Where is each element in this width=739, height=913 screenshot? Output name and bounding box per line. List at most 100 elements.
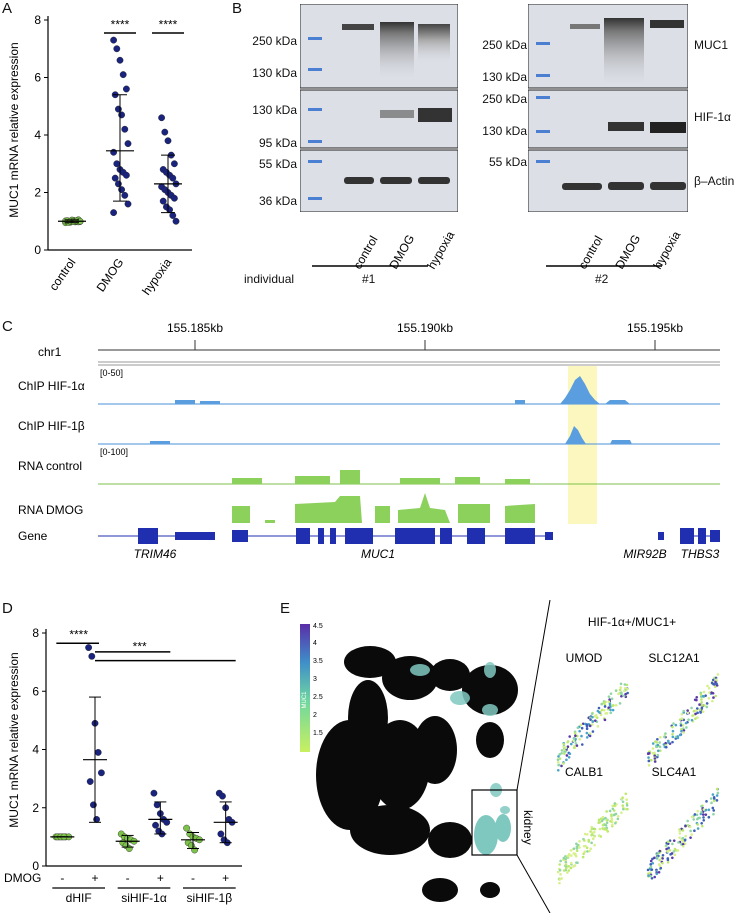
- c-chrom: chr1: [38, 345, 62, 359]
- e-point-slc12a1: [692, 709, 696, 713]
- e-point-slc12a1: [691, 714, 694, 717]
- e-point-umod: [558, 753, 561, 756]
- e-point-slc12a1: [694, 712, 697, 716]
- e-point-calb1: [591, 837, 595, 841]
- e-point-calb1: [576, 861, 579, 865]
- e-point-calb1: [614, 812, 618, 816]
- e-point-umod: [576, 726, 580, 730]
- e-point-umod: [568, 752, 572, 756]
- e-point-slc4a1: [701, 824, 704, 828]
- e-point-slc12a1: [680, 717, 684, 720]
- c-exon: [658, 532, 664, 540]
- e-point-umod: [572, 746, 576, 750]
- e-point-slc12a1: [682, 709, 685, 713]
- c-exon: [232, 530, 248, 542]
- e-zoom-line: [516, 854, 551, 913]
- c-track-gene: Gene: [18, 529, 48, 543]
- c-track-chip-hif1b: ChIP HIF-1β: [18, 419, 85, 433]
- e-point-umod: [623, 689, 626, 693]
- e-point-slc4a1: [696, 827, 700, 830]
- e-point-slc4a1: [650, 868, 654, 871]
- e-point-umod: [610, 697, 614, 701]
- e-point-calb1: [605, 818, 609, 822]
- b2-band: [650, 182, 686, 190]
- data-point: [123, 85, 130, 93]
- data-point: [217, 830, 225, 838]
- e-point-slc12a1: [699, 711, 702, 714]
- e-point-slc4a1: [702, 808, 706, 811]
- e-point-slc4a1: [689, 836, 692, 839]
- e-point-slc12a1: [671, 725, 674, 729]
- e-point-calb1: [578, 846, 581, 849]
- e-point-calb1: [575, 849, 579, 853]
- e-point-calb1: [583, 850, 587, 854]
- e-cbar-tick: 4.5: [313, 623, 323, 630]
- b1-ladder-band: [308, 197, 322, 200]
- e-point-umod: [623, 683, 627, 686]
- c-chip-hif1a-signal: [175, 376, 630, 404]
- e-point-slc12a1: [656, 749, 660, 753]
- e-point-calb1: [590, 827, 594, 831]
- e-point-slc12a1: [653, 757, 657, 761]
- panel-e-umap: MUC1 4.5 4 3.5 3 2.5 2 1.5 kidney HI: [300, 600, 720, 913]
- e-point-slc4a1: [683, 842, 687, 846]
- e-point-umod: [569, 742, 573, 746]
- e-point-slc4a1: [704, 813, 708, 816]
- e-point-umod: [578, 738, 581, 741]
- e-point-calb1: [601, 827, 605, 830]
- e-point-umod: [568, 735, 572, 738]
- e-point-calb1: [578, 840, 581, 843]
- c-chip-hif1b-signal: [150, 426, 632, 444]
- e-point-slc4a1: [683, 839, 687, 842]
- e-point-calb1: [589, 847, 593, 851]
- e-point-slc12a1: [651, 742, 655, 745]
- y-tick-label: 4: [34, 128, 41, 142]
- e-point-slc4a1: [647, 872, 650, 876]
- e-point-slc4a1: [676, 849, 680, 852]
- e-point-calb1: [616, 817, 620, 821]
- e-point-calb1: [558, 881, 561, 885]
- e-point-umod: [574, 742, 578, 745]
- e-point-umod: [600, 702, 603, 706]
- e-point-calb1: [583, 839, 586, 842]
- e-point-umod: [566, 745, 570, 748]
- e-point-umod: [609, 711, 613, 715]
- e-point-umod: [585, 725, 589, 728]
- e-point-umod: [590, 712, 594, 716]
- e-point-slc12a1: [690, 718, 694, 722]
- e-sub-calb1: CALB1: [565, 765, 603, 779]
- e-point-slc12a1: [714, 678, 718, 682]
- c-track-rna-control: RNA control: [18, 459, 82, 473]
- e-point-calb1: [601, 823, 605, 827]
- e-point-slc4a1: [711, 793, 715, 796]
- e-point-slc12a1: [654, 740, 657, 743]
- e-point-slc4a1: [711, 806, 715, 810]
- e-point-slc4a1: [667, 846, 670, 850]
- e-point-slc4a1: [715, 794, 719, 797]
- e-point-slc12a1: [653, 754, 657, 758]
- x-tick-label: control: [46, 256, 78, 294]
- data-point: [86, 778, 94, 785]
- c-exon: [345, 528, 373, 544]
- b1-band: [380, 177, 412, 184]
- e-point-umod: [598, 711, 601, 714]
- e-point-slc4a1: [693, 829, 696, 833]
- e-point-umod: [607, 695, 611, 698]
- e-point-slc12a1: [672, 722, 675, 725]
- e-point-umod: [609, 708, 612, 712]
- e-point-calb1: [608, 809, 612, 813]
- e-point-slc4a1: [653, 875, 656, 879]
- e-point-slc4a1: [666, 860, 670, 864]
- e-point-calb1: [572, 852, 576, 855]
- c-track-rna-dmog: RNA DMOG: [18, 503, 83, 517]
- e-point-slc12a1: [702, 690, 706, 694]
- e-point-calb1: [612, 813, 616, 817]
- e-point-umod: [618, 702, 622, 705]
- e-point-calb1: [606, 830, 610, 833]
- e-point-umod: [611, 708, 615, 712]
- e-point-umod: [623, 687, 627, 690]
- e-point-slc4a1: [661, 861, 664, 865]
- data-point: [166, 206, 174, 214]
- e-point-umod: [588, 732, 592, 735]
- data-point: [123, 171, 130, 179]
